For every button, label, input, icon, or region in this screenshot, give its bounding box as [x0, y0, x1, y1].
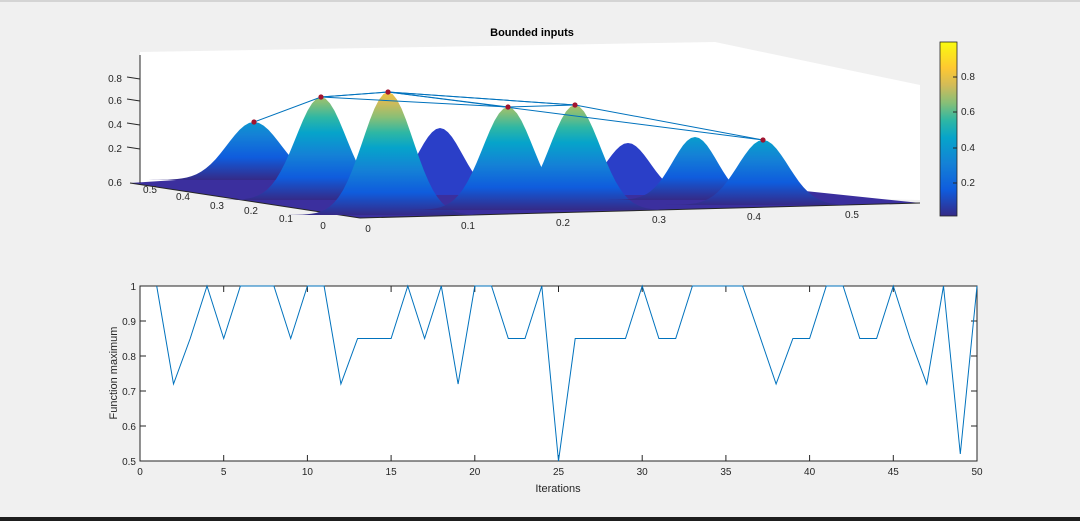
taskbar-strip [0, 517, 1080, 521]
chart-title: Bounded inputs [490, 27, 574, 39]
surface-peak [540, 143, 712, 195]
x-tick-label: 25 [553, 467, 565, 478]
x-tick-label: 0 [365, 224, 371, 235]
z-tick-label: 0.4 [108, 120, 122, 131]
x-tick-label: 0.4 [747, 212, 761, 223]
y-tick-label: 0.9 [122, 317, 136, 328]
y-tick-label: 0.5 [122, 457, 136, 468]
x-tick-label: 40 [804, 467, 816, 478]
y-tick-label: 0.6 [122, 422, 136, 433]
x-tick-label: 0.5 [845, 210, 859, 221]
colorbar-tick-label: 0.8 [961, 72, 975, 83]
z-tick-label: 0.8 [108, 74, 122, 85]
surface-peak [222, 97, 416, 200]
trace-line [387, 91, 576, 106]
surface-peak [607, 137, 779, 200]
x-tick-label: 45 [888, 467, 900, 478]
y-tick-label: 0.1 [279, 214, 293, 225]
y-axis-label: Function maximum [108, 327, 120, 420]
y-tick-label: 0.3 [210, 201, 224, 212]
peak-marker [572, 102, 578, 108]
y-tick-label: 0.7 [122, 387, 136, 398]
z-tick [126, 122, 141, 126]
line-axes: 0 5 10 15 20 25 30 35 40 45 50 0.5 0.6 0.7 0.8 0.9 1 Ite… [108, 282, 983, 495]
series-line [156, 284, 978, 462]
surface-axes: Bounded inputs 0.2 0.4 0.6 0.8 0 0.1 0.2 0.3 0.4… [108, 27, 921, 235]
x-axis-label: Iterations [535, 483, 581, 495]
x-tick-label: 35 [720, 467, 732, 478]
z-tick-label: 0.6 [108, 96, 122, 107]
surface-peak [476, 105, 670, 210]
y-tick-label: 0.8 [122, 352, 136, 363]
y-tick-label: 1 [130, 282, 136, 293]
peak-marker [760, 137, 766, 143]
x-tick-label: 30 [637, 467, 649, 478]
surface-peak [352, 128, 524, 195]
x-tick-label: 10 [302, 467, 314, 478]
x-tick-label: 0 [137, 467, 143, 478]
x-tick-label: 0.3 [652, 215, 666, 226]
x-tick-label: 15 [386, 467, 398, 478]
colorbar-tick-label: 0.2 [961, 178, 975, 189]
y-tick-label: 0.2 [244, 206, 258, 217]
y-tick-label: 0.5 [143, 185, 157, 196]
x-axis-line [359, 202, 921, 219]
y-tick-label: 0 [320, 221, 326, 232]
surface-peak [289, 92, 483, 215]
surface-peak [148, 122, 355, 180]
window-top-border [0, 0, 1080, 2]
peak-marker [318, 94, 324, 100]
x-tick-label: 0.1 [461, 221, 475, 232]
z-tick [126, 146, 141, 150]
surface-peak [409, 107, 603, 210]
x-tick-label: 0.2 [556, 218, 570, 229]
peak-marker [251, 119, 257, 125]
peak-marker [385, 89, 391, 95]
y-tick-label: 0.6 [108, 178, 122, 189]
peak-marker [505, 104, 511, 110]
y-tick-label: 0.4 [176, 192, 190, 203]
z-tick [126, 76, 141, 80]
colorbar-tick-label: 0.4 [961, 143, 975, 154]
x-tick-label: 20 [469, 467, 481, 478]
z-tick-label: 0.2 [108, 144, 122, 155]
colorbar: 0.2 0.4 0.6 0.8 [939, 41, 975, 217]
colorbar-tick-label: 0.6 [961, 107, 975, 118]
surface-peak [664, 140, 858, 205]
colorbar-gradient [939, 41, 958, 217]
x-tick-label: 5 [221, 467, 227, 478]
z-tick [126, 98, 141, 102]
x-tick-label: 50 [971, 467, 983, 478]
